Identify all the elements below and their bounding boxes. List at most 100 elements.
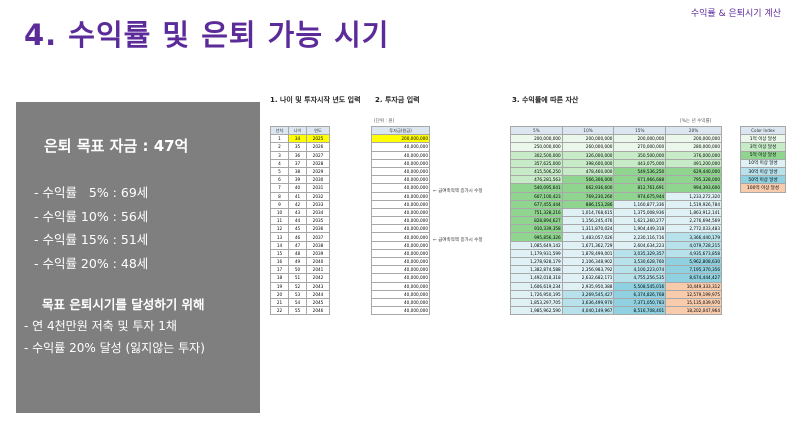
asset-cell: 200,000,000: [665, 134, 722, 144]
table-cell[interactable]: 2025: [306, 134, 330, 144]
table-row: 12 45 2036: [270, 224, 330, 234]
investment-cell[interactable]: 40,000,000: [371, 191, 430, 201]
asset-cell: 4,040,149,967: [561, 306, 615, 316]
asset-cell: 12,579,199,975: [665, 289, 722, 299]
investment-cell[interactable]: 40,000,000: [371, 248, 430, 259]
table-header: 년차: [270, 125, 289, 136]
asset-cell: 1,311,870,024: [561, 224, 615, 234]
table-row: 14 47 2038: [270, 240, 330, 250]
table-row: 302,500,000 326,000,000 350,500,000 376,000…: [510, 150, 722, 160]
asset-cell: 4,100,223,074: [613, 265, 667, 275]
investment-cell[interactable]: 40,000,000: [371, 232, 430, 242]
asset-cell: 1,519,926,784: [665, 199, 722, 209]
table-cell: 1: [270, 134, 289, 144]
investment-cell[interactable]: 40,000,000: [371, 166, 430, 177]
asset-cell: 3,530,628,760: [613, 256, 667, 267]
table-cell: 2029: [306, 166, 330, 177]
section-2-title: 2. 투자금 입력: [375, 96, 420, 104]
table-cell: 41: [288, 191, 307, 201]
color-index-row: 10억 이상 달성: [740, 158, 786, 168]
asset-cell: 15,135,039,970: [665, 297, 722, 308]
color-index-item: 10억 이상 달성: [740, 158, 786, 168]
asset-cell: 3,366,440,179: [665, 232, 722, 242]
table-row: 1,726,950,195 3,269,545,427 6,374,826,768 1…: [510, 289, 722, 299]
investment-cell[interactable]: 40,000,000: [371, 273, 430, 283]
investment-cell[interactable]: 40,000,000: [371, 158, 430, 168]
asset-cell: 200,000,000: [510, 134, 563, 144]
investment-cell[interactable]: 40,000,000: [371, 265, 430, 275]
asset-cell: 8,674,444,427: [665, 273, 722, 283]
table-row: 476,281,563 566,306,000 671,966,688 795,328…: [510, 175, 722, 185]
asset-cell: 1,985,962,590: [510, 306, 563, 316]
asset-cell: 415,506,250: [510, 166, 563, 177]
investment-cell[interactable]: 40,000,000: [371, 199, 430, 209]
investment-cell[interactable]: 40,000,000: [371, 256, 430, 267]
table-cell: 43: [288, 207, 307, 218]
unit-label-rate: [%는 년 수익률]: [680, 119, 712, 124]
edit-note: ← 급여축적액 증가시 수정: [433, 189, 483, 194]
asset-cell: 1,233,272,320: [665, 191, 722, 201]
investment-cell[interactable]: 200,000,000: [371, 134, 430, 144]
table-row: 250,000,000 260,000,000 270,000,000 280,000…: [510, 142, 722, 152]
investment-cell[interactable]: 40,000,000: [371, 142, 430, 152]
investment-cell[interactable]: 40,000,000: [371, 150, 430, 160]
table-row: 3 36 2027: [270, 150, 330, 160]
table-row: 40,000,000: [371, 199, 430, 209]
table-row: 40,000,000: [371, 289, 430, 299]
table-row: 40,000,000: [371, 207, 430, 218]
investment-cell[interactable]: 40,000,000: [371, 183, 430, 193]
table-row: 40,000,000: [371, 281, 430, 291]
asset-cell: 5,508,545,016: [613, 281, 667, 291]
asset-cell: 4,079,728,215: [665, 240, 722, 250]
asset-cell: 910,339,358: [510, 224, 563, 234]
table-cell: 46: [288, 232, 307, 242]
asset-cell: 886,153,286: [561, 199, 615, 209]
asset-cell: 7,371,050,783: [613, 297, 667, 308]
table-row: 40,000,000: [371, 306, 430, 316]
asset-cell: 1,606,619,234: [510, 281, 563, 291]
table-cell: 38: [288, 166, 307, 177]
investment-cell[interactable]: 40,000,000: [371, 306, 430, 316]
investment-cell[interactable]: 40,000,000: [371, 216, 430, 226]
investment-cell[interactable]: 40,000,000: [371, 175, 430, 185]
table-cell: 2037: [306, 232, 330, 242]
table-cell: 49: [288, 256, 307, 267]
color-index-row: 100억 이상 달성: [740, 183, 786, 193]
asset-cell: 302,500,000: [510, 150, 563, 160]
asset-cell: 491,200,000: [665, 158, 722, 168]
table-row: 40,000,000: [371, 166, 430, 177]
color-index-item: 5억 이상 달성: [740, 150, 786, 160]
table-cell: 5: [270, 166, 289, 177]
asset-cell: 1,156,245,476: [561, 216, 615, 226]
asset-cell: 1,492,018,318: [510, 273, 563, 283]
asset-cell: 1,014,768,615: [561, 207, 615, 218]
table-row: 1,606,619,234 2,935,950,388 5,508,545,016 1…: [510, 281, 722, 291]
asset-cell: 566,306,000: [561, 175, 615, 185]
table-cell[interactable]: 34: [288, 134, 307, 144]
investment-cell[interactable]: 40,000,000: [371, 207, 430, 218]
table-row: 16 49 2040: [270, 256, 330, 267]
rate-item: - 수익률 5% : 69세: [30, 185, 149, 200]
investment-cell[interactable]: 40,000,000: [371, 240, 430, 250]
color-index-row: 5억 이상 달성: [740, 150, 786, 160]
asset-cell: 4,935,673,858: [665, 248, 722, 259]
table-cell: 18: [270, 273, 289, 283]
investment-cell[interactable]: 40,000,000: [371, 224, 430, 234]
table-row: 607,100,423 769,230,260 974,675,944 1,233,2…: [510, 191, 722, 201]
investment-cell[interactable]: 40,000,000: [371, 289, 430, 299]
table-row: 357,625,000 398,600,000 443,075,000 491,200…: [510, 158, 722, 168]
table-cell: 47: [288, 240, 307, 250]
table-row: 11 44 2035: [270, 216, 330, 226]
asset-cell: 2,106,348,902: [561, 256, 615, 267]
asset-cell: 828,894,627: [510, 216, 563, 226]
table-header: 10%: [561, 125, 615, 136]
investment-cell[interactable]: 40,000,000: [371, 281, 430, 291]
table-cell: 52: [288, 281, 307, 291]
asset-cell: 677,455,444: [510, 199, 563, 209]
asset-cell: 1,085,649,142: [510, 240, 563, 250]
table-row: 751,328,216 1,014,768,615 1,375,008,936 1,8…: [510, 207, 722, 218]
investment-cell[interactable]: 40,000,000: [371, 297, 430, 308]
color-index-row: 30억 이상 달성: [740, 166, 786, 177]
color-index-item: 100억 이상 달성: [740, 183, 786, 193]
asset-cell: 2,230,116,716: [613, 232, 667, 242]
